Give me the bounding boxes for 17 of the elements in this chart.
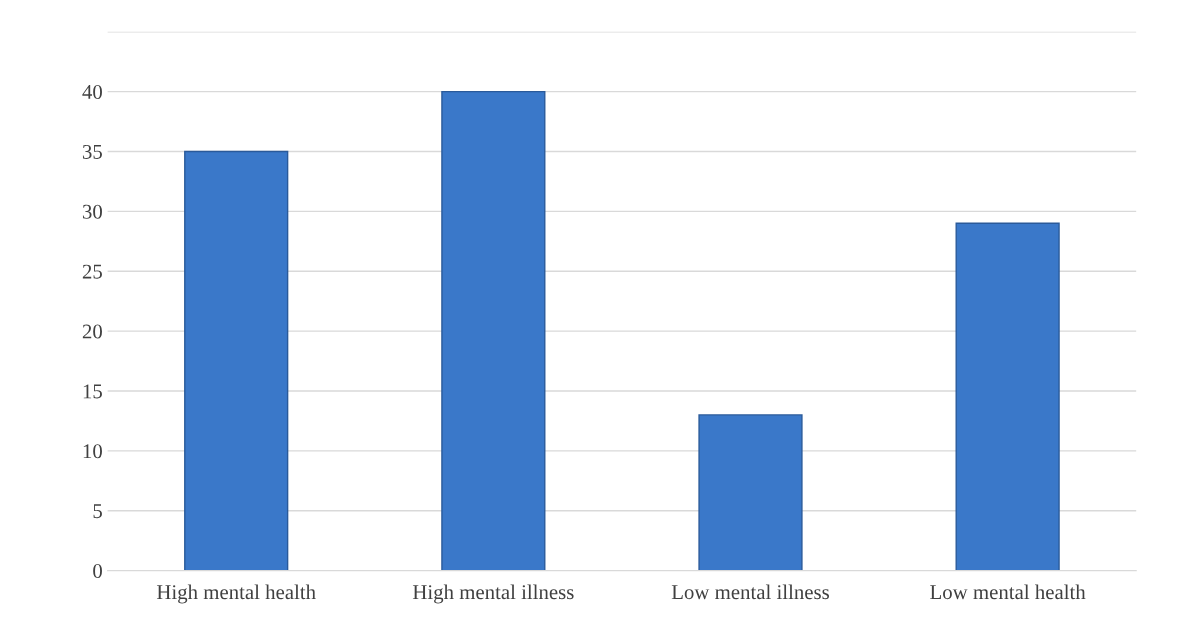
y-tick-label: 5 (93, 504, 102, 519)
y-tick-label: 15 (83, 384, 102, 399)
x-tick-label: High mental health (156, 584, 316, 604)
y-tick-label: 40 (82, 84, 102, 100)
y-tick-label: 25 (82, 264, 102, 279)
x-tick-label: Low mental health (930, 584, 1086, 600)
bar (441, 90, 546, 571)
x-tick-label: Low mental illness (671, 584, 829, 600)
bar (955, 222, 1060, 571)
y-tick-label: 0 (93, 563, 102, 579)
y-tick-label: 10 (83, 444, 102, 459)
y-tick-label: 30 (82, 204, 102, 219)
bar (698, 414, 803, 571)
y-tick-label: 20 (82, 324, 102, 339)
bar (184, 150, 289, 571)
y-tick-label: 35 (82, 144, 102, 159)
x-tick-label: High mental illness (412, 584, 574, 604)
